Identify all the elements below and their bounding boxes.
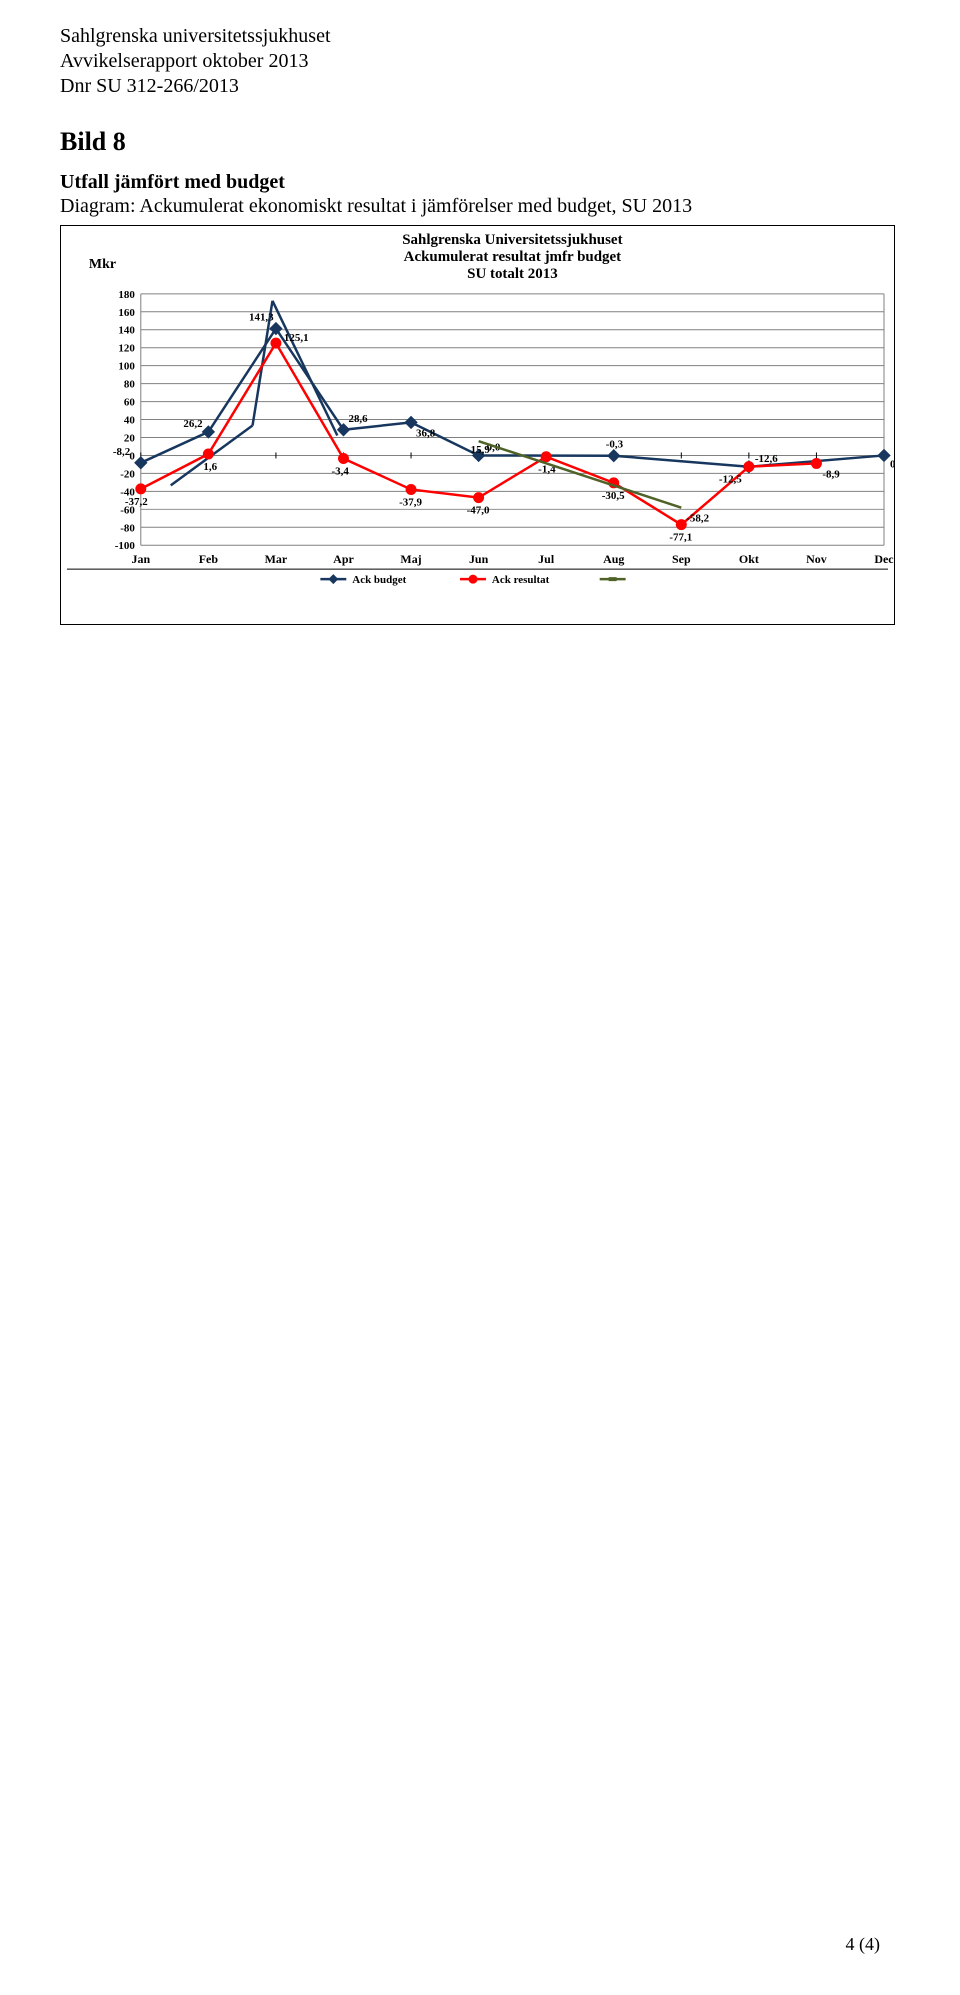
svg-text:-100: -100 [115,540,136,552]
svg-text:15,9: 15,9 [471,444,491,456]
svg-text:60: 60 [124,397,135,409]
svg-text:180: 180 [118,289,135,301]
dnr: Dnr SU 312-266/2013 [60,74,900,99]
svg-text:26,2: 26,2 [183,418,203,430]
svg-text:-8,2: -8,2 [113,446,131,458]
svg-text:Maj: Maj [400,552,421,566]
svg-text:-58,2: -58,2 [686,513,709,525]
svg-text:-12,6: -12,6 [755,453,778,465]
svg-text:140: 140 [118,325,135,337]
svg-text:-37,9: -37,9 [399,496,422,508]
svg-text:-12,5: -12,5 [719,474,742,486]
svg-text:-47,0: -47,0 [467,505,490,517]
org-name: Sahlgrenska universitetssjukhuset [60,24,900,49]
svg-text:120: 120 [118,343,135,355]
svg-text:Dec: Dec [874,552,894,566]
svg-text:160: 160 [118,307,135,319]
diagram-caption: Diagram: Ackumulerat ekonomiskt resultat… [60,194,900,219]
svg-text:-30,5: -30,5 [602,490,625,502]
report-name: Avvikelserapport oktober 2013 [60,49,900,74]
svg-text:Aug: Aug [603,552,624,566]
svg-text:Jan: Jan [131,552,150,566]
svg-text:-20: -20 [120,468,135,480]
svg-text:20: 20 [124,432,135,444]
svg-text:Ackumulerat resultat jmfr budg: Ackumulerat resultat jmfr budget [404,249,622,265]
svg-text:80: 80 [124,379,135,391]
svg-text:Ack budget: Ack budget [352,574,406,586]
section-title: Utfall jämfört med budget [60,171,900,194]
svg-text:100: 100 [118,361,135,373]
svg-text:SU totalt 2013: SU totalt 2013 [467,266,558,282]
svg-text:-80: -80 [120,522,135,534]
svg-text:0,0: 0,0 [890,458,894,470]
svg-text:36,8: 36,8 [416,427,436,439]
figure-number: Bild 8 [60,127,900,157]
svg-text:40: 40 [124,415,135,427]
svg-text:1,6: 1,6 [203,461,217,473]
svg-text:-0,3: -0,3 [606,439,624,451]
svg-text:-8,9: -8,9 [822,468,840,480]
svg-text:Mar: Mar [265,552,288,566]
svg-text:Nov: Nov [806,552,827,566]
svg-text:Ack resultat: Ack resultat [492,574,550,586]
svg-text:Feb: Feb [199,552,219,566]
svg-text:Jul: Jul [538,552,555,566]
svg-text:125,1: 125,1 [284,332,309,344]
svg-text:Sep: Sep [672,552,691,566]
svg-text:-77,1: -77,1 [669,532,692,544]
svg-text:141,3: 141,3 [249,312,274,324]
chart-container: Sahlgrenska UniversitetssjukhusetAckumul… [60,225,895,625]
line-chart: Sahlgrenska UniversitetssjukhusetAckumul… [61,226,894,625]
page-number: 4 (4) [846,1934,881,1955]
svg-text:28,6: 28,6 [348,413,368,425]
svg-text:Okt: Okt [739,552,759,566]
svg-text:Mkr: Mkr [89,257,116,272]
svg-text:-37,2: -37,2 [125,496,148,508]
svg-text:Jun: Jun [469,552,489,566]
svg-text:Apr: Apr [333,552,354,566]
svg-text:-3,4: -3,4 [332,465,350,477]
svg-text:Sahlgrenska Universitetssjukhu: Sahlgrenska Universitetssjukhuset [402,232,622,248]
